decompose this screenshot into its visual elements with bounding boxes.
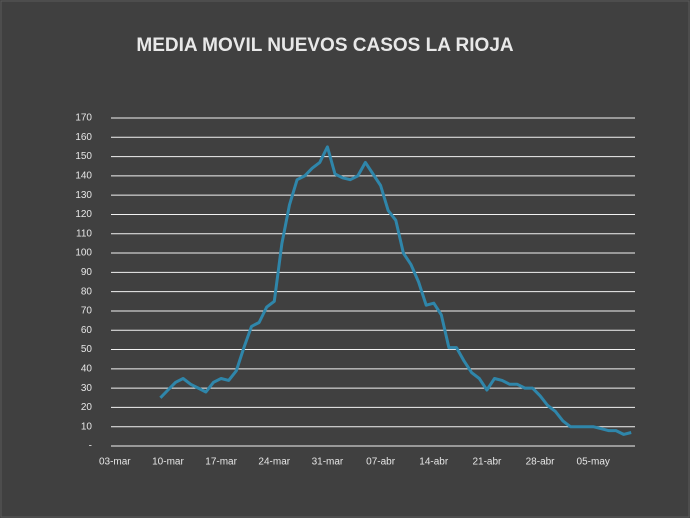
y-tick-label: 170: [75, 113, 92, 124]
x-tick-label: 10-mar: [152, 457, 184, 468]
y-tick-label: 40: [81, 363, 93, 374]
x-tick-label: 07-abr: [366, 457, 396, 468]
y-tick-label: 100: [75, 248, 92, 259]
x-tick-label: 24-mar: [258, 457, 290, 468]
x-tick-label: 28-abr: [526, 457, 556, 468]
y-tick-label: 10: [81, 421, 93, 432]
x-tick-label: 21-abr: [472, 457, 502, 468]
y-tick-label: 150: [75, 151, 92, 162]
y-tick-label: 80: [81, 286, 93, 297]
x-tick-label: 31-mar: [312, 457, 344, 468]
y-tick-label: 20: [81, 402, 93, 413]
y-tick-label: 70: [81, 306, 93, 317]
y-tick-label: 60: [81, 325, 93, 336]
x-tick-label: 05-may: [577, 457, 610, 468]
y-tick-label: -: [89, 441, 92, 452]
y-tick-label: 120: [75, 209, 92, 220]
chart-title: MEDIA MOVIL NUEVOS CASOS LA RIOJA: [136, 35, 514, 56]
y-tick-label: 140: [75, 171, 92, 182]
y-tick-label: 90: [81, 267, 93, 278]
data-line: [159, 145, 632, 436]
x-tick-label: 17-mar: [205, 457, 237, 468]
y-tick-label: 130: [75, 190, 92, 201]
y-tick-label: 160: [75, 132, 92, 143]
x-tick-label: 03-mar: [99, 457, 131, 468]
y-tick-label: 110: [76, 228, 92, 239]
y-tick-label: 30: [81, 383, 93, 394]
x-tick-label: 14-abr: [419, 457, 449, 468]
y-tick-label: 50: [81, 344, 93, 355]
